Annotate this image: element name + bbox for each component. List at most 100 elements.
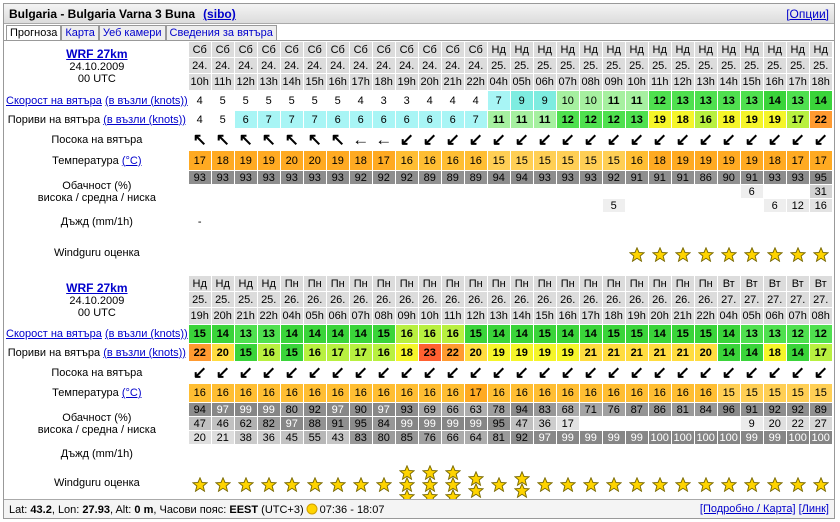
- speed-cell: 12: [648, 91, 671, 110]
- cloud-cell: [327, 185, 349, 198]
- row-label: Windguru оценка: [6, 232, 188, 274]
- link[interactable]: [Линк]: [798, 503, 829, 515]
- hour-label: 13h: [694, 74, 717, 90]
- gust-cell: 21: [625, 344, 648, 361]
- label-link[interactable]: Скорост на вятъра: [6, 328, 102, 340]
- hour-label: 17h: [349, 74, 372, 90]
- temperature-cell: 16: [303, 384, 326, 402]
- temperature-cell: 19: [694, 151, 717, 170]
- cloud-cell: [557, 185, 579, 198]
- rating-star: [283, 477, 300, 492]
- cloud-cell: 97: [533, 431, 556, 444]
- rating-star: [214, 477, 231, 492]
- location-part: 0 m: [134, 504, 154, 516]
- tab[interactable]: Сведения за вятъра: [165, 25, 277, 40]
- direction-arrow: ↙: [813, 129, 828, 149]
- tab[interactable]: Уеб камери: [98, 25, 166, 40]
- details-link[interactable]: [Подробно / Карта]: [699, 503, 796, 515]
- date-label: 26.: [441, 292, 464, 307]
- speed-cell: 5: [303, 91, 326, 110]
- rain-cell: [396, 213, 418, 231]
- speed-cell: 4: [418, 91, 441, 110]
- day-label: Вт: [786, 276, 809, 291]
- hour-label: 21h: [234, 308, 257, 324]
- speed-cell: 14: [510, 325, 533, 343]
- hour-label: 16h: [326, 74, 349, 90]
- cloud-cell: [695, 417, 717, 430]
- rating-cell: [672, 232, 694, 274]
- hour-label: 05h: [740, 308, 763, 324]
- day-label: Сб: [372, 42, 395, 57]
- cloud-cell: [649, 185, 671, 198]
- label-link[interactable]: (°C): [121, 154, 142, 167]
- date-label: 25.: [763, 58, 786, 73]
- direction-arrow: ←: [375, 129, 393, 149]
- label-link[interactable]: (°C): [121, 387, 142, 399]
- label-link[interactable]: Скорост на вятъра: [6, 94, 102, 107]
- rating-star: [720, 247, 737, 262]
- cloud-cell: 76: [602, 403, 625, 416]
- tab[interactable]: Прогноза: [6, 25, 62, 40]
- rain-cell: [764, 213, 786, 231]
- cloud-cell: [534, 199, 556, 212]
- hour-label: 13h: [257, 74, 280, 90]
- temperature-cell: 15: [556, 151, 579, 170]
- options-link[interactable]: [Опции]: [786, 7, 829, 21]
- star-shape: [674, 477, 691, 492]
- direction-arrow: ↙: [652, 129, 667, 149]
- cloud-cell: 84: [372, 417, 395, 430]
- rain-cell: [235, 213, 257, 231]
- label-link[interactable]: (в възли (knots)): [103, 346, 186, 359]
- star-shape: [398, 477, 415, 492]
- cloud-cell: 87: [625, 403, 648, 416]
- tab[interactable]: Карта: [61, 25, 99, 40]
- label-link[interactable]: (в възли (knots)): [104, 94, 188, 107]
- label-link[interactable]: (в възли (knots)): [103, 113, 186, 126]
- model-link[interactable]: WRF 27km: [66, 281, 128, 295]
- hour-label: 16h: [556, 308, 579, 324]
- direction-arrow: ↙: [376, 362, 391, 382]
- direction-arrow: ↙: [813, 362, 828, 382]
- forecast-tables: WRF 27km 24.10.2009 00 UTC Сб Сб Сб Сб Сб Сб Сб Сб…: [4, 41, 834, 504]
- user-link[interactable]: (sibo): [203, 7, 236, 21]
- speed-cell: 13: [740, 325, 763, 343]
- hour-label: 21h: [671, 308, 694, 324]
- hour-label: 17h: [786, 74, 809, 90]
- cloud-cell: 66: [441, 403, 464, 416]
- rating-cell: [695, 463, 717, 503]
- day-label: Нд: [556, 42, 579, 57]
- model-link[interactable]: WRF 27km: [66, 47, 128, 61]
- hour-label: 04h: [487, 74, 510, 90]
- cloud-cell: [281, 199, 303, 212]
- speed-cell: 11: [602, 91, 625, 110]
- rain-cell: [603, 213, 625, 231]
- gust-row: Пориви на вятъра (в възли (knots)) 4 5 6 7 7 7…: [6, 111, 832, 128]
- rain-cell: [212, 213, 234, 231]
- cloud-cell: 69: [418, 403, 441, 416]
- rating-cell: [212, 463, 234, 503]
- speed-cell: 14: [211, 325, 234, 343]
- label-link[interactable]: (в възли (knots)): [104, 328, 188, 340]
- cloud-cell: 16: [809, 199, 832, 212]
- temperature-cell: 19: [257, 151, 280, 170]
- rain-cell: [695, 213, 717, 231]
- cloud-cell: [212, 185, 234, 198]
- cloud-cell: [419, 199, 441, 212]
- temperature-cell: 20: [303, 151, 326, 170]
- star-shape: [375, 477, 392, 492]
- temperature-cell: 18: [763, 151, 786, 170]
- gust-cell: 21: [671, 344, 694, 361]
- cloud-cell: 21: [211, 431, 234, 444]
- speed-cell: 3: [395, 91, 418, 110]
- rain-cell: [810, 445, 832, 462]
- temperature-cell: 16: [441, 151, 464, 170]
- day-label: Нд: [257, 276, 280, 291]
- rating-star: [674, 247, 691, 262]
- cloud-cell: 83: [349, 431, 372, 444]
- direction-arrow: ↙: [445, 129, 460, 149]
- day-label: Сб: [418, 42, 441, 57]
- rating-cell: [810, 232, 832, 274]
- day-label: Нд: [648, 42, 671, 57]
- temperature-cell: 19: [234, 151, 257, 170]
- cloud-cell: 84: [694, 403, 717, 416]
